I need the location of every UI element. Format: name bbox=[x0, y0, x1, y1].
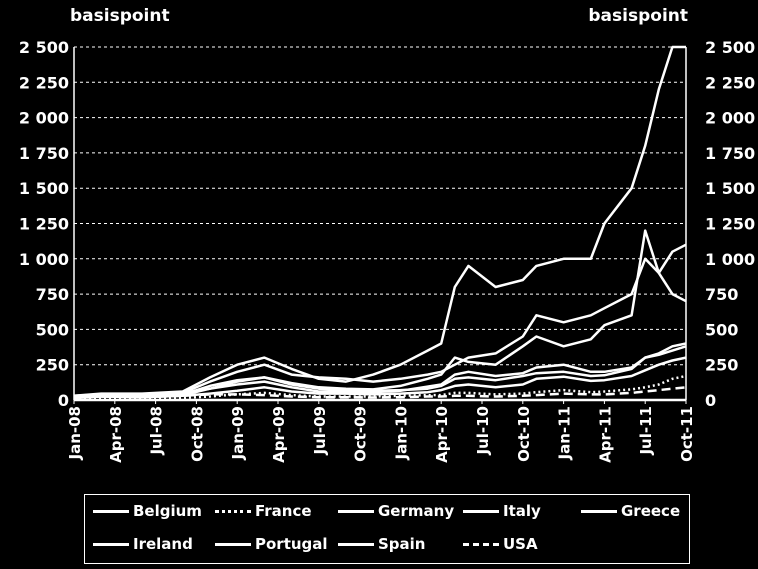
series-line-spain bbox=[73, 345, 687, 400]
x-tick-label: Jan-10 bbox=[392, 406, 410, 460]
legend: Belgium France Germany Italy Greece Ireland Po… bbox=[84, 494, 690, 564]
series-line-ireland bbox=[73, 257, 687, 399]
legend-label: USA bbox=[503, 535, 538, 553]
x-tick-label: Apr-10 bbox=[433, 406, 451, 463]
legend-item-portugal: Portugal bbox=[215, 534, 328, 554]
y-tick-label-right: 750 bbox=[705, 285, 738, 304]
legend-item-france: France bbox=[215, 501, 312, 521]
legend-label: Germany bbox=[378, 502, 455, 520]
series-line-belgium bbox=[73, 356, 687, 400]
y-tick-label-right: 250 bbox=[705, 356, 738, 375]
y-tick-label-left: 2 000 bbox=[19, 109, 69, 128]
y-tick-label-left: 2 500 bbox=[19, 38, 69, 57]
legend-swatch bbox=[338, 509, 374, 513]
y-tick-label-left: 250 bbox=[36, 356, 69, 375]
legend-item-spain: Spain bbox=[338, 534, 425, 554]
x-tick-label: Apr-09 bbox=[270, 406, 288, 463]
series-line-portugal bbox=[73, 229, 687, 399]
legend-item-usa: USA bbox=[463, 534, 538, 554]
x-tick-label: Jan-11 bbox=[556, 406, 574, 460]
y-tick-label-right: 2 500 bbox=[705, 38, 755, 57]
x-tick-label: Jul-10 bbox=[474, 406, 492, 456]
legend-swatch bbox=[338, 542, 374, 546]
y-tick-label-left: 1 000 bbox=[19, 250, 69, 269]
y-tick-label-right: 1 500 bbox=[705, 179, 755, 198]
legend-label: Greece bbox=[621, 502, 681, 520]
legend-swatch bbox=[463, 542, 499, 546]
series-line-usa bbox=[73, 386, 687, 399]
legend-item-ireland: Ireland bbox=[93, 534, 193, 554]
legend-item-germany: Germany bbox=[338, 501, 454, 521]
legend-swatch bbox=[215, 542, 251, 546]
legend-item-italy: Italy bbox=[463, 501, 541, 521]
y-tick-label-right: 1 750 bbox=[705, 144, 755, 163]
series-line-france bbox=[73, 374, 687, 400]
y-tick-label-right: 1 250 bbox=[705, 215, 755, 234]
x-tick-label: Oct-11 bbox=[678, 406, 696, 462]
y-tick-label-left: 1 750 bbox=[19, 144, 69, 163]
y-tick-label-right: 1 000 bbox=[705, 250, 755, 269]
x-tick-label: Jan-08 bbox=[66, 406, 84, 460]
left-axis-unit-label: basispoint bbox=[70, 6, 170, 26]
x-tick-label: Apr-08 bbox=[107, 406, 125, 463]
x-tick-label: Oct-10 bbox=[515, 406, 533, 462]
x-tick-label: Jul-11 bbox=[637, 406, 655, 456]
legend-label: France bbox=[255, 502, 312, 520]
legend-item-belgium: Belgium bbox=[93, 501, 202, 521]
y-tick-label-left: 2 250 bbox=[19, 73, 69, 92]
y-tick-label-left: 1 250 bbox=[19, 215, 69, 234]
y-tick-label-left: 750 bbox=[36, 285, 69, 304]
x-tick-label: Apr-11 bbox=[596, 406, 614, 463]
legend-label: Portugal bbox=[255, 535, 328, 553]
legend-label: Italy bbox=[503, 502, 541, 520]
legend-label: Belgium bbox=[133, 502, 202, 520]
right-axis-unit-label: basispoint bbox=[588, 6, 688, 26]
y-tick-label-right: 500 bbox=[705, 320, 738, 339]
y-tick-label-right: 2 000 bbox=[705, 109, 755, 128]
legend-swatch bbox=[93, 542, 129, 546]
y-tick-label-right: 2 250 bbox=[705, 73, 755, 92]
x-tick-label: Oct-09 bbox=[352, 406, 370, 462]
y-tick-label-left: 500 bbox=[36, 320, 69, 339]
series-line-greece bbox=[73, 45, 686, 398]
legend-swatch bbox=[463, 509, 499, 513]
x-tick-label: Oct-08 bbox=[188, 406, 206, 462]
y-tick-label-right: 0 bbox=[705, 391, 716, 410]
legend-swatch bbox=[93, 509, 129, 513]
legend-item-greece: Greece bbox=[581, 501, 680, 521]
x-tick-label: Jan-09 bbox=[229, 406, 247, 460]
x-tick-label: Jul-09 bbox=[311, 406, 329, 456]
legend-label: Spain bbox=[378, 535, 426, 553]
y-tick-label-left: 0 bbox=[58, 391, 69, 410]
x-tick-label: Jul-08 bbox=[148, 406, 166, 456]
y-tick-label-left: 1 500 bbox=[19, 179, 69, 198]
legend-swatch bbox=[215, 509, 251, 513]
legend-label: Ireland bbox=[133, 535, 193, 553]
legend-swatch bbox=[581, 509, 617, 513]
